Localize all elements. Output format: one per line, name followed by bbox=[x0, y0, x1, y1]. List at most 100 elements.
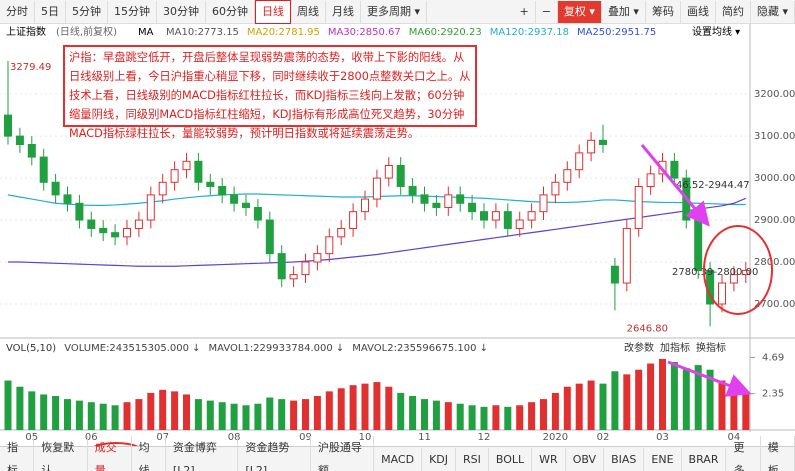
indicator-tab[interactable]: 成交量 bbox=[88, 436, 132, 471]
indicator-tab[interactable]: 恢复默认 bbox=[34, 436, 88, 471]
period-button[interactable]: 5日 bbox=[35, 0, 66, 23]
period-button[interactable]: 5分钟 bbox=[66, 0, 108, 23]
indicator-tab[interactable]: 资金博弈[L2] bbox=[166, 436, 239, 471]
ma-legend: MA10:2773.15 bbox=[166, 27, 239, 38]
indicator-button[interactable]: 加指标 bbox=[660, 341, 690, 354]
volume-bar bbox=[171, 391, 179, 430]
volume-bar bbox=[659, 358, 666, 430]
candle-body bbox=[610, 265, 619, 284]
indicator-tab[interactable]: OBV bbox=[566, 447, 605, 471]
annotation-box: 沪指：早盘跳空低开，开盘后整体呈现弱势震荡的态势，收带上下影的阳线。从日线级别上… bbox=[63, 45, 477, 140]
indicator-tab[interactable]: MACD bbox=[374, 447, 423, 471]
tool-button[interactable]: 筹码 bbox=[646, 0, 681, 23]
x-tick-label: 05 bbox=[25, 432, 38, 443]
volume-bar bbox=[159, 389, 167, 430]
volume-bar bbox=[302, 399, 309, 430]
tool-button[interactable]: − bbox=[536, 0, 558, 23]
x-tick-label: 10 bbox=[359, 432, 372, 443]
candle-body bbox=[194, 160, 203, 183]
volume-bar bbox=[183, 394, 190, 430]
volume-bar bbox=[551, 392, 559, 430]
indicator-tab[interactable]: 沪股通导额 bbox=[311, 436, 375, 471]
indicator-tab[interactable]: BOLL bbox=[489, 447, 533, 471]
volume-bar bbox=[385, 386, 393, 430]
y-tick-label: 3000.00 bbox=[754, 173, 795, 184]
volume-bar bbox=[40, 394, 48, 430]
period-button[interactable]: 分时 bbox=[0, 0, 35, 23]
volume-bar bbox=[456, 403, 464, 430]
y-tick-label: 2.35 bbox=[762, 389, 784, 400]
candle-body bbox=[51, 181, 60, 196]
candle-body bbox=[575, 152, 584, 171]
indicator-tab[interactable]: 指标 bbox=[0, 436, 35, 471]
tool-button[interactable]: 简约 bbox=[716, 0, 751, 23]
period-button[interactable]: 周线 bbox=[291, 0, 326, 23]
period-button[interactable]: 60分钟 bbox=[206, 0, 255, 23]
indicator-tabs: 指标 恢复默认 成交量 均线 资金博弈[L2] 资金趋势[L2] 沪股通导额 MACD KDJ R… bbox=[0, 436, 795, 471]
tool-button[interactable]: + bbox=[513, 0, 536, 23]
tool-button[interactable]: 叠加 ▾ bbox=[602, 0, 646, 23]
volume-legend: MAVOL2:235596675.100 ↓ bbox=[352, 343, 488, 354]
candle-body bbox=[63, 194, 72, 204]
candle-body bbox=[87, 219, 96, 229]
candle-body bbox=[277, 253, 286, 280]
candle-body bbox=[349, 211, 358, 229]
tool-button[interactable]: 画线 bbox=[681, 0, 716, 23]
indicator-tab[interactable]: WR bbox=[532, 447, 566, 471]
volume-bar bbox=[230, 403, 238, 430]
price-annotation: 46.52-2944.47 bbox=[676, 180, 750, 191]
ma-setting[interactable]: 设置均线 ▾ bbox=[692, 25, 740, 38]
candle-body bbox=[39, 156, 48, 183]
period-button[interactable]: 月线 bbox=[326, 0, 361, 23]
candle-body bbox=[218, 185, 227, 196]
candle-body bbox=[539, 194, 548, 213]
indicator-tab[interactable]: 资金趋势[L2] bbox=[238, 436, 311, 471]
candle-body bbox=[182, 160, 191, 171]
ma-legend: MA60:2920.23 bbox=[409, 27, 482, 38]
indicator-tab[interactable]: BIAS bbox=[604, 447, 645, 471]
indicator-tab[interactable]: RSI bbox=[456, 447, 489, 471]
candle-body bbox=[111, 232, 120, 238]
volume-bar bbox=[254, 403, 262, 430]
volume-bar bbox=[647, 363, 655, 430]
y-tick-label: 3200.00 bbox=[754, 89, 795, 100]
indicator-button[interactable]: 改参数 bbox=[624, 341, 654, 354]
candle-body bbox=[396, 164, 405, 187]
y-tick-label: 2700.00 bbox=[754, 299, 795, 310]
header-title: 上证指数 bbox=[6, 25, 46, 38]
volume-bar bbox=[99, 403, 107, 430]
volume-bar bbox=[409, 396, 417, 430]
candle-body bbox=[158, 181, 167, 196]
indicator-tab[interactable]: 更多 bbox=[726, 436, 761, 471]
indicator-button[interactable]: 换指标 bbox=[696, 341, 726, 354]
period-button[interactable]: 30分钟 bbox=[157, 0, 206, 23]
volume-bar bbox=[313, 396, 321, 430]
volume-bar bbox=[28, 391, 36, 430]
period-button[interactable]: 日线 bbox=[255, 0, 291, 24]
candle-body bbox=[170, 169, 179, 183]
volume-bar bbox=[64, 399, 71, 430]
candle-body bbox=[670, 160, 679, 179]
candle-body bbox=[694, 219, 703, 271]
indicator-tab[interactable]: 模板 bbox=[761, 436, 795, 471]
header-subtitle: (日线,前复权) bbox=[56, 25, 117, 38]
period-button[interactable]: 更多周期 ▾ bbox=[361, 0, 428, 23]
indicator-tab[interactable]: KDJ bbox=[422, 447, 456, 471]
period-button[interactable]: 15分钟 bbox=[108, 0, 157, 23]
volume-bar bbox=[325, 391, 333, 430]
candle-body bbox=[325, 236, 334, 255]
candle-body bbox=[622, 227, 631, 284]
candle-body bbox=[242, 202, 250, 208]
volume-bar bbox=[468, 405, 476, 430]
indicator-tab[interactable]: ENE bbox=[644, 447, 682, 471]
tool-button[interactable]: 隐藏 ▾ bbox=[751, 0, 795, 23]
candle-body bbox=[599, 139, 607, 146]
indicator-tab[interactable]: 均线 bbox=[132, 436, 166, 471]
volume-bar bbox=[337, 388, 345, 430]
indicator-tab[interactable]: BRAR bbox=[682, 447, 727, 471]
volume-bar bbox=[373, 382, 381, 430]
y-tick-label: 2900.00 bbox=[754, 215, 795, 226]
tool-button[interactable]: 复权 ▾ bbox=[557, 0, 602, 23]
volume-bar bbox=[87, 402, 95, 430]
candle-body bbox=[123, 227, 131, 238]
